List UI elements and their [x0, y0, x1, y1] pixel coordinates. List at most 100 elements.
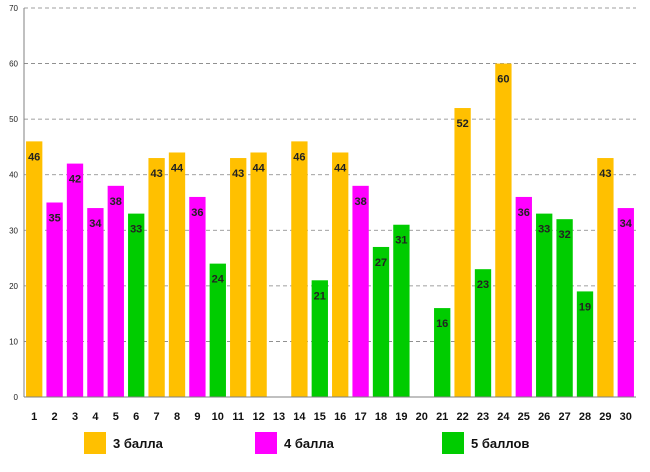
legend-item-4-balla: 4 балла — [255, 432, 334, 454]
legend-label-4-balla: 4 балла — [284, 435, 334, 451]
x-tick-label: 4 — [92, 411, 99, 423]
data-label: 23 — [477, 279, 489, 291]
data-label: 19 — [579, 301, 591, 313]
y-tick-label: 30 — [9, 226, 18, 235]
data-label: 36 — [518, 207, 530, 219]
y-tick-label: 60 — [9, 60, 18, 69]
bar — [372, 246, 390, 397]
legend-label-3-balla: 3 балла — [113, 435, 163, 451]
data-label: 44 — [252, 162, 265, 174]
data-label: 34 — [620, 218, 633, 230]
bar — [434, 308, 451, 397]
x-tick-label: 21 — [436, 411, 448, 423]
bar — [107, 185, 124, 397]
data-label: 38 — [110, 196, 122, 208]
x-tick-label: 25 — [518, 411, 530, 423]
x-tick-label: 28 — [579, 411, 591, 423]
x-tick-label: 8 — [174, 411, 180, 423]
x-tick-label: 11 — [232, 411, 244, 423]
data-label: 46 — [28, 151, 40, 163]
x-tick-label: 9 — [194, 411, 200, 423]
bar — [556, 219, 573, 397]
bar — [332, 152, 349, 397]
data-label: 24 — [212, 274, 225, 286]
legend-item-5-ballov: 5 баллов — [442, 432, 529, 454]
bar — [168, 152, 186, 397]
legend-swatch-3-balla — [84, 432, 106, 454]
bar — [576, 291, 594, 397]
bar — [311, 280, 328, 397]
data-label: 33 — [130, 224, 142, 236]
bar — [148, 158, 165, 397]
bar — [128, 213, 145, 397]
bar — [230, 158, 247, 397]
data-label: 32 — [558, 229, 570, 241]
x-tick-label: 1 — [31, 411, 37, 423]
bar — [495, 63, 512, 397]
x-tick-label: 16 — [334, 411, 346, 423]
x-tick-label: 26 — [538, 411, 550, 423]
data-label: 44 — [334, 162, 347, 174]
x-tick-label: 18 — [375, 411, 387, 423]
data-label: 42 — [69, 174, 81, 186]
bar — [536, 213, 553, 397]
y-tick-label: 0 — [14, 393, 19, 402]
bar — [66, 163, 84, 397]
data-label: 34 — [89, 218, 102, 230]
y-tick-label: 70 — [9, 4, 18, 13]
x-tick-label: 10 — [212, 411, 224, 423]
bar — [474, 269, 492, 397]
data-label: 43 — [232, 168, 244, 180]
x-tick-label: 23 — [477, 411, 489, 423]
bar — [291, 141, 308, 397]
x-tick-label: 20 — [416, 411, 428, 423]
bar — [87, 208, 104, 397]
data-label: 27 — [375, 257, 387, 269]
data-label: 52 — [456, 118, 468, 130]
x-tick-label: 2 — [52, 411, 58, 423]
data-label: 33 — [538, 224, 550, 236]
x-tick-label: 13 — [273, 411, 285, 423]
bar — [454, 108, 471, 398]
x-axis: 1 2 3 4 5 6 7 8 9 10 11 12 13 14 15 16 17 18 19 20 21 22 23 24 2… — [24, 396, 636, 423]
bar — [46, 202, 63, 397]
data-label: 16 — [436, 318, 448, 330]
legend-item-3-balla: 3 балла — [84, 432, 163, 454]
y-tick-label: 40 — [9, 171, 18, 180]
data-label: 43 — [599, 168, 611, 180]
x-tick-label: 12 — [252, 411, 264, 423]
y-tick-label: 20 — [9, 282, 18, 291]
y-axis: 0 10 20 30 40 50 60 70 — [9, 4, 25, 402]
data-label: 46 — [293, 151, 305, 163]
x-tick-label: 22 — [456, 411, 468, 423]
x-tick-label: 17 — [354, 411, 366, 423]
bar — [26, 141, 43, 397]
x-tick-label: 24 — [497, 411, 510, 423]
bar — [597, 158, 614, 397]
data-label: 38 — [354, 196, 366, 208]
x-tick-label: 14 — [293, 411, 306, 423]
bar — [352, 185, 369, 397]
data-label: 35 — [48, 213, 60, 225]
y-tick-label: 50 — [9, 115, 18, 124]
data-label: 43 — [150, 168, 162, 180]
bar — [617, 208, 634, 397]
legend-swatch-5-ballov — [442, 432, 464, 454]
x-tick-label: 6 — [133, 411, 139, 423]
x-tick-label: 27 — [558, 411, 570, 423]
x-tick-label: 19 — [395, 411, 407, 423]
bar — [515, 196, 532, 397]
gridlines — [24, 7, 636, 342]
x-tick-label: 5 — [113, 411, 119, 423]
data-label: 21 — [314, 290, 326, 302]
bar — [189, 196, 206, 397]
y-tick-label: 10 — [9, 337, 18, 346]
bar — [393, 224, 410, 397]
legend-label-5-ballov: 5 баллов — [471, 435, 530, 451]
bar — [250, 152, 267, 397]
x-tick-label: 30 — [620, 411, 632, 423]
bar — [209, 263, 226, 397]
x-tick-label: 15 — [314, 411, 326, 423]
legend-swatch-4-balla — [255, 432, 277, 454]
